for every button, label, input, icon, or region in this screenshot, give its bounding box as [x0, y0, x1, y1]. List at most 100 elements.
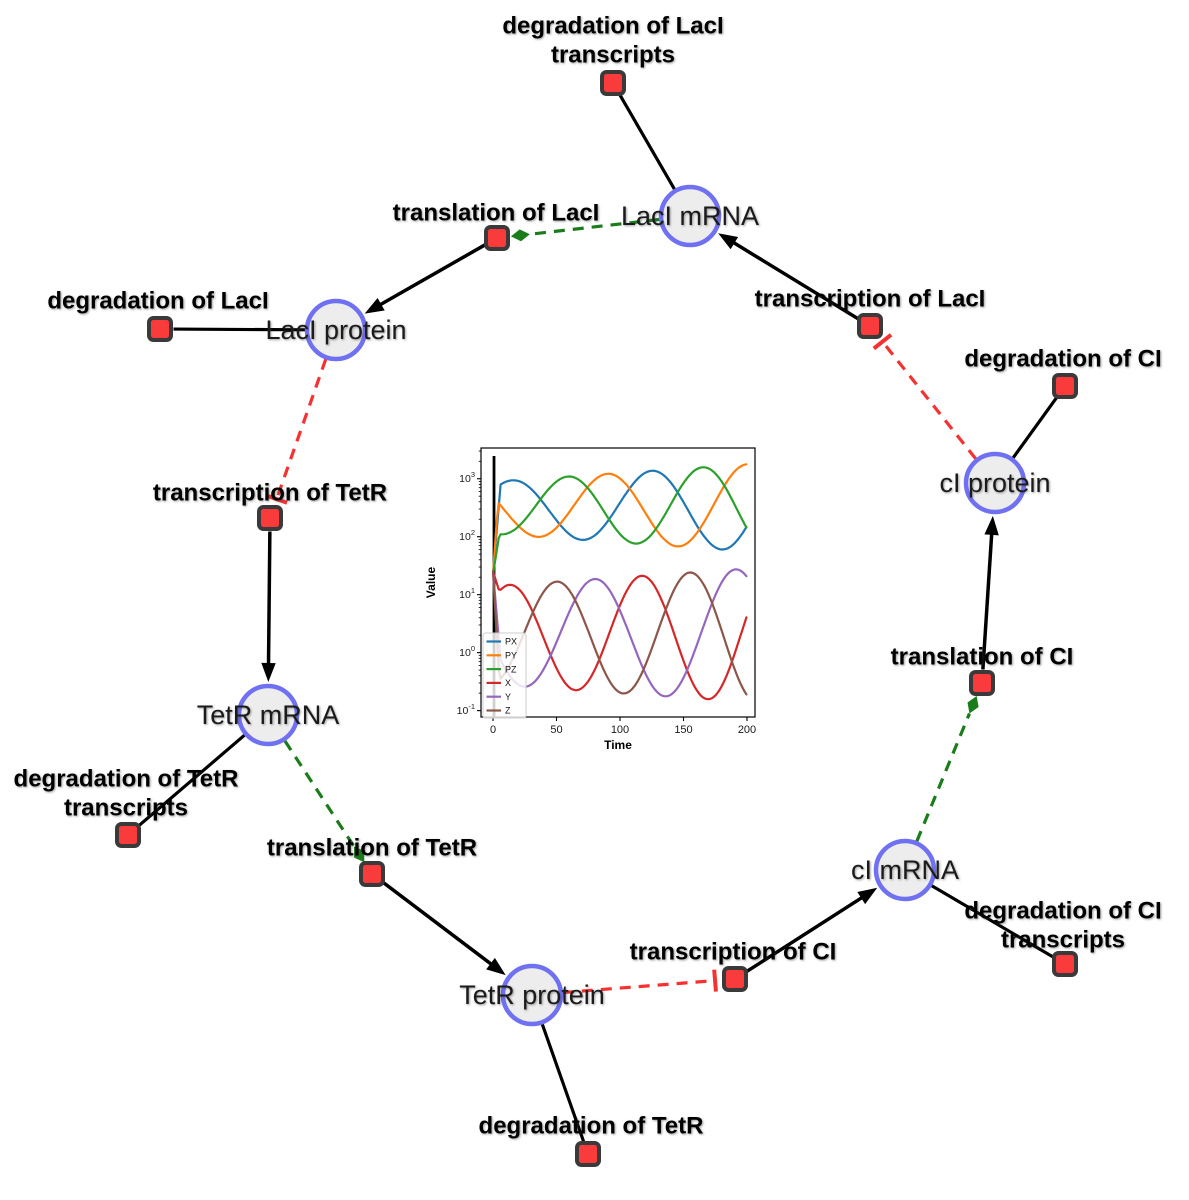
reaction-label-transl_ci-line1: translation of CI — [891, 644, 1074, 671]
series-curve-PZ — [491, 466, 748, 576]
legend-label-Z: Z — [505, 706, 511, 716]
reaction-node-tx_ci[interactable] — [722, 966, 748, 992]
species-node-ci_mrna[interactable] — [873, 838, 937, 902]
reaction-label-tx_ci-line1: transcription of CI — [630, 939, 837, 966]
reaction-label-deg_tetr_tx-line2: transcripts — [64, 795, 188, 822]
y-tick-label: 103 — [459, 470, 475, 485]
edge-plain-ci_mrna-deg_ci_tx — [930, 884, 1055, 959]
species-node-tetr_mrna[interactable] — [236, 683, 300, 747]
legend-label-X: X — [505, 678, 511, 688]
chart-series-layer — [491, 463, 748, 701]
reaction-node-transl_tetr[interactable] — [359, 861, 385, 887]
series-curve-PX — [491, 469, 748, 576]
reaction-node-deg_ci[interactable] — [1052, 373, 1078, 399]
edge-plain-tetr_protein-deg_tetr — [540, 1023, 586, 1142]
reaction-node-transl_ci[interactable] — [969, 670, 995, 696]
edge-plain-tetr_mrna-deg_tetr_tx — [137, 733, 246, 828]
species-node-laci_mrna[interactable] — [658, 184, 722, 248]
edge-product-tx_ci-ci_mrna-arrowhead — [857, 887, 878, 905]
edge-product-transl_laci-laci_protein — [377, 243, 487, 308]
edge-product-tx_tetr-tetr_mrna-arrowhead — [261, 662, 276, 683]
reaction-label-transl_laci-line1: translation of LacI — [393, 200, 600, 227]
edge-modifier-laci_mrna-transl_laci-diamond — [510, 229, 530, 242]
legend-label-PY: PY — [505, 651, 517, 661]
x-axis-label: Time — [604, 738, 632, 752]
edge-product-transl_ci-ci_protein — [981, 531, 994, 670]
legend-label-PZ: PZ — [505, 664, 517, 674]
reaction-label-deg_ci_tx-line2: transcripts — [1001, 927, 1125, 954]
species-node-tetr_protein[interactable] — [500, 963, 564, 1027]
edge-product-tx_laci-laci_mrna — [730, 240, 860, 321]
edge-plain-laci_protein-deg_laci — [173, 327, 306, 332]
y-tick-label: 101 — [459, 586, 475, 601]
edges-layer — [137, 93, 1059, 1142]
edge-product-transl_ci-ci_protein-arrowhead — [984, 515, 999, 536]
reaction-label-transl_tetr-line1: translation of TetR — [267, 835, 477, 862]
edge-inhibition-laci_protein-tx_tetr — [275, 358, 328, 500]
edge-product-transl_tetr-tetr_protein — [381, 880, 494, 967]
reaction-label-deg_tetr-line1: degradation of TetR — [479, 1113, 704, 1140]
species-label-ci_mrna: cI mRNA — [851, 855, 959, 885]
species-node-ci_protein[interactable] — [963, 451, 1027, 515]
edge-product-transl_tetr-tetr_protein-arrowhead — [486, 957, 506, 976]
series-curve-Y — [491, 568, 748, 698]
edge-inhibition-ci_protein-tx_laci — [881, 340, 977, 460]
reaction-label-deg_tetr_tx-line1: degradation of TetR — [14, 766, 239, 793]
chart-background — [425, 437, 770, 762]
edge-inhibition-tetr_protein-tx_ci-tee — [712, 969, 718, 992]
edge-plain-laci_mrna-deg_laci_tx — [618, 93, 676, 190]
edge-inhibition-laci_protein-tx_tetr-tee — [265, 493, 288, 505]
edge-inhibition-tetr_protein-tx_ci — [562, 978, 716, 995]
y-tick-label: 10-1 — [457, 702, 475, 717]
y-axis-label: Value — [424, 567, 438, 599]
species-label-tetr_protein: TetR protein — [459, 980, 605, 1010]
reaction-label-tx_tetr-line1: transcription of TetR — [153, 480, 387, 507]
reaction-node-deg_tetr[interactable] — [575, 1141, 601, 1167]
x-tick-label: 150 — [674, 724, 692, 736]
species-label-tetr_mrna: TetR mRNA — [197, 700, 340, 730]
edge-modifier-tetr_mrna-transl_tetr — [283, 740, 356, 848]
edge-plain-ci_protein-deg_ci — [1011, 396, 1059, 459]
species-label-ci_protein: cI protein — [939, 468, 1050, 498]
x-tick-label: 200 — [738, 724, 756, 736]
species-label-laci_protein: LacI protein — [265, 315, 406, 345]
reaction-node-tx_laci[interactable] — [857, 313, 883, 339]
reaction-node-deg_laci_tx[interactable] — [600, 70, 626, 96]
x-tick-label: 100 — [611, 724, 629, 736]
reaction-node-deg_laci[interactable] — [147, 316, 173, 342]
reaction-label-deg_laci_tx-line2: transcripts — [551, 42, 675, 69]
reaction-label-tx_laci-line1: transcription of LacI — [755, 286, 986, 313]
x-tick-label: 50 — [550, 724, 562, 736]
legend-label-Y: Y — [505, 692, 511, 702]
reaction-label-deg_laci-line1: degradation of LacI — [47, 288, 268, 315]
edge-modifier-laci_mrna-transl_laci — [529, 217, 660, 236]
reaction-node-transl_laci[interactable] — [484, 225, 510, 251]
reaction-label-deg_ci_tx-line1: degradation of CI — [964, 898, 1161, 925]
chart-axes-frame — [480, 447, 756, 718]
edge-product-transl_laci-laci_protein-arrowhead — [364, 297, 385, 314]
reaction-node-deg_tetr_tx[interactable] — [115, 822, 141, 848]
series-curve-PY — [491, 463, 748, 576]
nodes-layer — [115, 70, 1078, 1167]
species-node-laci_protein[interactable] — [304, 298, 368, 362]
reaction-node-deg_ci_tx[interactable] — [1052, 951, 1078, 977]
edge-modifier-ci_mrna-transl_ci-diamond — [967, 695, 979, 714]
reaction-label-deg_ci-line1: degradation of CI — [964, 346, 1161, 373]
edge-modifier-tetr_mrna-transl_tetr-diamond — [353, 846, 365, 863]
y-tick-label: 102 — [459, 528, 475, 543]
series-curve-Z — [491, 570, 748, 696]
labels-layer: LacI mRNA LacI protein TetR mRNA TetR prote… — [14, 13, 1162, 1140]
reaction-node-tx_tetr[interactable] — [257, 505, 283, 531]
x-tick-label: 0 — [490, 724, 496, 736]
edge-product-tx_tetr-tetr_mrna — [266, 531, 272, 667]
edge-product-tx_ci-ci_mrna — [745, 894, 865, 974]
edge-inhibition-ci_protein-tx_laci-tee — [872, 333, 893, 351]
legend-label-PX: PX — [505, 637, 517, 647]
y-tick-label: 100 — [459, 644, 475, 659]
edge-product-tx_laci-laci_mrna-arrowhead — [718, 233, 739, 250]
edge-modifier-ci_mrna-transl_ci — [915, 712, 971, 842]
species-label-laci_mrna: LacI mRNA — [621, 201, 759, 231]
series-curve-X — [491, 570, 748, 701]
